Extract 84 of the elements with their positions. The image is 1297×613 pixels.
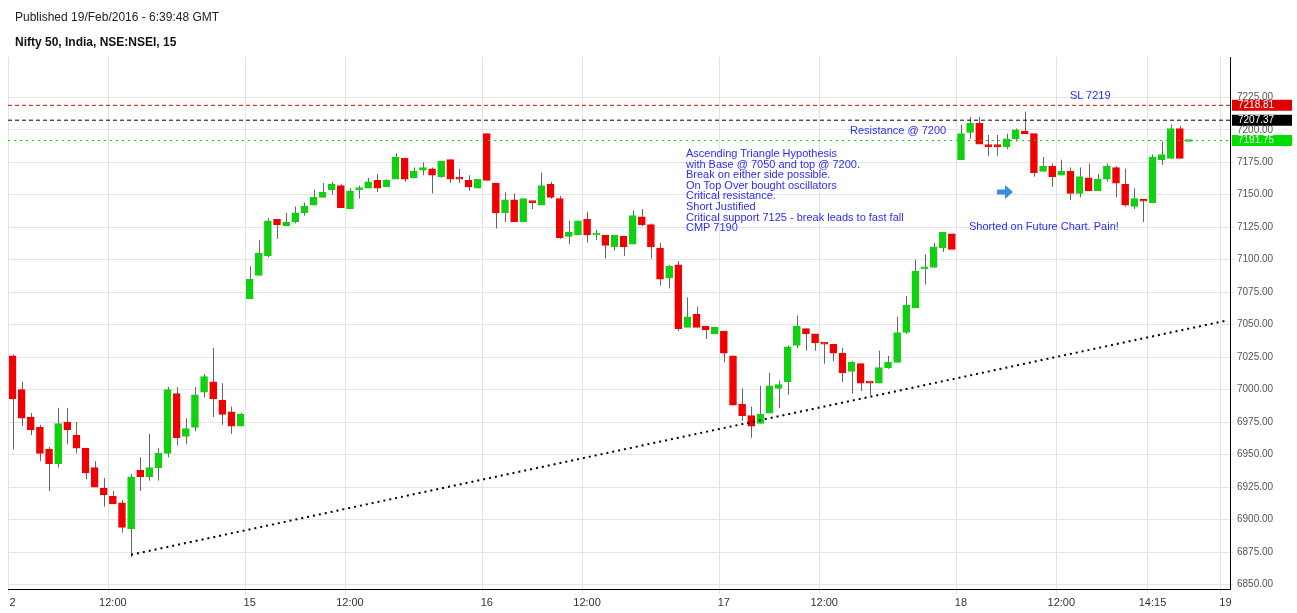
annotation: Shorted on Future Chart. Pain! xyxy=(969,220,1119,232)
candlestick xyxy=(975,116,984,145)
candlestick xyxy=(1130,187,1139,210)
y-tick-label: 7025.00 xyxy=(1237,350,1274,362)
y-tick-label: 7200.00 xyxy=(1237,123,1274,135)
candlestick xyxy=(218,382,227,426)
y-tick-label: 7125.00 xyxy=(1237,220,1274,232)
candlestick xyxy=(938,231,947,253)
x-tick-label: 14:15 xyxy=(1138,596,1167,609)
candlestick xyxy=(774,380,783,409)
candlestick xyxy=(63,407,72,445)
candlestick xyxy=(856,363,865,392)
candlestick xyxy=(747,406,756,439)
candlestick xyxy=(1139,198,1148,223)
x-tick-label: 17 xyxy=(717,596,730,609)
candlestick xyxy=(501,191,509,223)
candlestick xyxy=(820,341,829,365)
y-tick-label: 6950.00 xyxy=(1237,448,1274,460)
chart-subtitle: Published 19/Feb/2016 - 6:39:48 GMT xyxy=(15,10,220,24)
x-tick-label: 15 xyxy=(243,596,256,609)
candlestick xyxy=(510,192,518,223)
y-tick-label: 7100.00 xyxy=(1237,253,1274,265)
candlestick xyxy=(26,412,35,436)
candlestick xyxy=(929,242,938,269)
x-tick-label: 16 xyxy=(480,596,493,609)
candlestick xyxy=(738,387,746,422)
candlestick xyxy=(1075,166,1084,198)
candlestick xyxy=(847,360,856,395)
candlestick xyxy=(966,116,974,140)
candlestick xyxy=(182,417,190,445)
candlestick xyxy=(1103,163,1111,183)
candlestick xyxy=(337,183,345,209)
candlestick xyxy=(428,166,436,194)
candlestick xyxy=(601,234,610,259)
candlestick xyxy=(273,218,281,240)
y-tick-label: 7075.00 xyxy=(1237,285,1274,297)
candlestick xyxy=(583,211,591,244)
annotation: Ascending Triangle Hypothesis with Base @ 7050 and top @ 7200. Break on either side possible. On Top Over bought oscillators Critical resistance. Short Justified Critical support 7125 - break leads to fast fall CMP 7190 xyxy=(686,147,904,234)
x-tick-label: 19 xyxy=(1219,596,1232,609)
x-tick-label: 12:00 xyxy=(810,596,838,609)
candlestick xyxy=(400,157,409,183)
candlestick xyxy=(993,134,1002,157)
candlestick xyxy=(45,446,53,492)
y-tick-label: 6925.00 xyxy=(1237,480,1274,492)
y-tick-label: 6975.00 xyxy=(1237,415,1274,427)
candlestick xyxy=(565,220,573,245)
x-tick-label: 12:00 xyxy=(99,596,127,609)
candlestick xyxy=(665,264,673,289)
y-tick-label: 7175.00 xyxy=(1237,156,1274,168)
candlestick xyxy=(200,373,208,398)
x-tick-label: 12:00 xyxy=(336,596,364,609)
candlestick xyxy=(1121,168,1129,207)
candlestick xyxy=(1066,166,1075,201)
annotation: SL 7219 xyxy=(1070,89,1111,101)
candlestick xyxy=(136,456,145,492)
x-tick-label: 18 xyxy=(954,596,968,609)
y-tick-label: 6900.00 xyxy=(1237,513,1274,525)
ref-line-label: 7191.75 xyxy=(1238,134,1275,146)
candlestick xyxy=(118,499,126,534)
candlestick xyxy=(1048,163,1056,188)
x-tick-label: 12:00 xyxy=(573,596,601,609)
candlestick xyxy=(145,433,154,482)
ref-line-label: 7207.37 xyxy=(1238,113,1275,125)
candlestick xyxy=(373,173,382,193)
chart-title: Nifty 50, India, NSE:NSEI, 15 xyxy=(15,35,177,49)
candlestick xyxy=(647,222,655,259)
y-tick-label: 6850.00 xyxy=(1237,578,1274,590)
y-tick-label: 6875.00 xyxy=(1237,545,1274,557)
x-tick-label: 12:00 xyxy=(1047,596,1076,609)
candlestick xyxy=(254,239,263,276)
candlestick xyxy=(793,315,801,349)
y-tick-label: 7000.00 xyxy=(1237,383,1274,395)
candlestick xyxy=(1157,140,1166,166)
x-tick-label: 2 xyxy=(9,596,16,609)
candlestick xyxy=(1112,165,1120,198)
y-tick-label: 7050.00 xyxy=(1237,318,1274,330)
candlestick xyxy=(984,134,993,157)
candlestick xyxy=(920,254,929,285)
annotation: Resistance @ 7200 xyxy=(850,124,947,136)
candlestick xyxy=(209,347,218,418)
candlestick xyxy=(720,330,728,363)
candlestick xyxy=(875,350,883,384)
y-tick-label: 7150.00 xyxy=(1237,188,1274,200)
candlestick xyxy=(99,477,108,508)
